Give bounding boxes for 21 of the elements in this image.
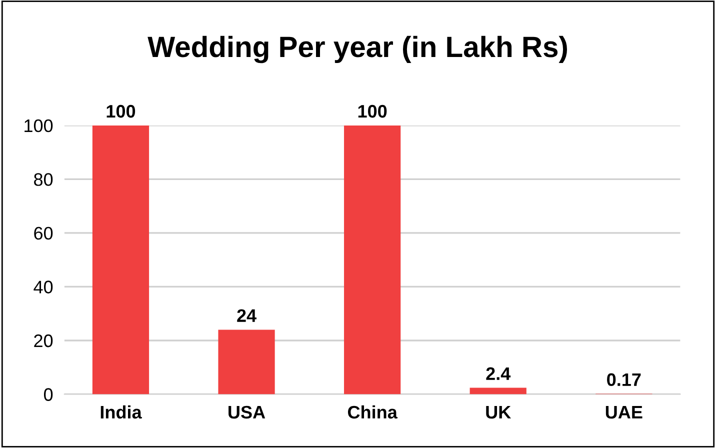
bar [218,330,275,394]
y-tick-label: 40 [34,280,53,294]
x-tick-label: India [100,405,142,419]
y-tick-label: 80 [34,173,53,186]
bar [92,125,150,394]
x-tick-label: UK [486,406,511,419]
x-tick-label: USA [228,406,266,419]
bar [470,388,526,394]
data-label: 0.17 [607,373,641,386]
x-tick-label: UAE [606,406,642,419]
y-tick-label: 0 [44,388,53,401]
data-label: 100 [358,104,387,118]
y-tick-label: 20 [34,334,53,348]
y-tick-label: 60 [34,226,53,240]
y-tick-label: 100 [24,119,53,132]
bar [344,125,401,394]
data-label: 24 [237,309,256,322]
data-label: 2.4 [486,367,511,380]
chart-title: Wedding Per year (in Lakh Rs) [148,36,567,64]
data-label: 100 [106,104,136,118]
x-tick-label: China [348,405,398,419]
